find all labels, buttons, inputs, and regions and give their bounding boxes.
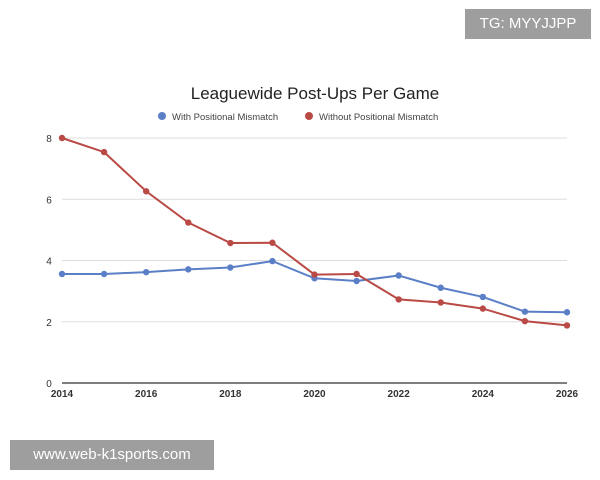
data-point <box>100 148 108 156</box>
x-tick-label: 2022 <box>388 389 411 400</box>
data-point <box>437 284 444 291</box>
data-point <box>479 293 487 301</box>
legend-marker <box>158 112 166 120</box>
legend-label: With Positional Mismatch <box>172 112 278 123</box>
data-point <box>563 322 571 329</box>
data-point <box>58 134 66 142</box>
x-tick-label: 2026 <box>556 389 579 400</box>
y-tick-label: 0 <box>46 379 52 390</box>
series-line <box>62 260 568 314</box>
legend-marker <box>305 112 313 120</box>
watermark-telegram: TG: MYYJJPP <box>465 9 591 39</box>
data-point <box>269 239 276 246</box>
data-point <box>269 257 276 265</box>
data-point <box>227 239 234 247</box>
data-point <box>142 268 150 276</box>
data-point <box>563 309 571 316</box>
data-point <box>142 188 150 195</box>
data-point <box>395 272 402 279</box>
data-point <box>185 266 192 273</box>
data-point <box>58 270 66 278</box>
data-point <box>100 270 108 278</box>
data-point <box>311 271 318 278</box>
gridlines <box>62 137 567 384</box>
y-tick-label: 6 <box>46 195 52 206</box>
y-axis-ticks: 0 2 4 6 8 <box>46 134 52 390</box>
legend-label: Without Positional Mismatch <box>319 112 438 123</box>
legend: With Positional Mismatch Without Position… <box>158 112 438 123</box>
data-point <box>437 299 444 306</box>
data-point <box>227 264 234 271</box>
data-point <box>353 277 360 285</box>
series-with-mismatch <box>58 257 571 316</box>
series-without-mismatch <box>58 134 571 329</box>
y-tick-label: 8 <box>46 134 52 145</box>
x-tick-label: 2024 <box>472 389 495 400</box>
x-tick-label: 2016 <box>135 389 158 400</box>
data-point <box>395 296 402 303</box>
x-tick-label: 2018 <box>219 389 242 400</box>
x-tick-label: 2014 <box>51 389 74 400</box>
chart-title: Leaguewide Post-Ups Per Game <box>191 84 440 103</box>
x-tick-label: 2020 <box>303 389 326 400</box>
data-point <box>185 219 192 226</box>
x-axis-ticks: 2014 2016 2018 2020 2022 2024 2026 <box>51 389 579 400</box>
series-line <box>61 137 568 327</box>
y-tick-label: 4 <box>46 257 52 268</box>
data-point <box>521 317 529 325</box>
series-group <box>58 134 571 329</box>
y-tick-label: 2 <box>46 318 52 329</box>
data-point <box>521 308 529 315</box>
data-point <box>479 305 487 312</box>
data-point <box>353 270 360 278</box>
watermark-website: www.web-k1sports.com <box>10 440 214 470</box>
